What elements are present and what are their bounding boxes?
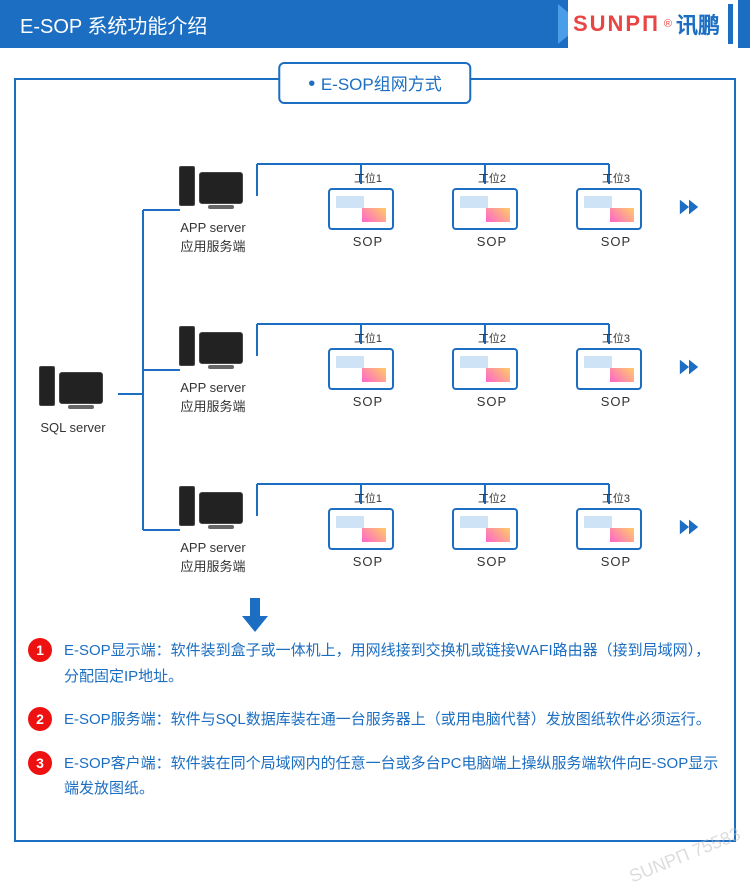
arrow-right-icon: [678, 196, 700, 218]
card-title: E-SOP组网方式: [278, 62, 471, 104]
sop-caption: SOP: [452, 554, 532, 569]
arrow-right-icon: [678, 516, 700, 538]
page-header: E-SOP 系统功能介绍 SUNPП ® 讯鹏: [0, 0, 750, 48]
description-list: 1 E-SOP显示端：软件装到盒子或一体机上，用网线接到交换机或链接WAFI路由…: [28, 638, 722, 802]
brand-block: SUNPП ® 讯鹏: [568, 0, 738, 48]
app-server: APP server 应用服务端: [178, 170, 248, 256]
arrow-right-icon: [678, 356, 700, 378]
sop-title: 工位1: [328, 330, 408, 346]
sop-caption: SOP: [576, 554, 656, 569]
sop-screen-icon: [452, 348, 518, 390]
sop-terminal: 工位2 SOP: [452, 170, 532, 249]
node-label-zh: 应用服务端: [180, 559, 245, 576]
pc-tower-icon: [179, 166, 195, 206]
sop-screen-icon: [328, 348, 394, 390]
sop-caption: SOP: [328, 234, 408, 249]
description-item: 1 E-SOP显示端：软件装到盒子或一体机上，用网线接到交换机或链接WAFI路由…: [28, 638, 722, 689]
sop-screen-icon: [576, 348, 642, 390]
sop-screen-icon: [576, 508, 642, 550]
sop-title: 工位2: [452, 170, 532, 186]
sop-title: 工位3: [576, 490, 656, 506]
node-label-zh: 应用服务端: [180, 239, 245, 256]
sop-terminal: 工位3 SOP: [576, 330, 656, 409]
node-label-en: APP server: [180, 220, 246, 237]
pc-tower-icon: [179, 486, 195, 526]
sql-server: SQL server: [38, 370, 108, 437]
brand-bar-icon: [728, 4, 733, 44]
pc-tower-icon: [179, 326, 195, 366]
app-server: APP server 应用服务端: [178, 330, 248, 416]
sop-screen-icon: [328, 508, 394, 550]
arrow-down-icon: [242, 598, 268, 632]
number-badge: 1: [28, 638, 52, 662]
sop-terminal: 工位2 SOP: [452, 490, 532, 569]
pc-tower-icon: [39, 366, 55, 406]
sop-caption: SOP: [328, 394, 408, 409]
sop-terminal: 工位3 SOP: [576, 170, 656, 249]
sop-screen-icon: [328, 188, 394, 230]
brand-reg-icon: ®: [664, 18, 672, 30]
description-item: 2 E-SOP服务端：软件与SQL数据库装在通一台服务器上（或用电脑代替）发放图…: [28, 707, 722, 733]
number-badge: 2: [28, 707, 52, 731]
sop-terminal: 工位3 SOP: [576, 490, 656, 569]
node-label-zh: 应用服务端: [180, 399, 245, 416]
description-text: E-SOP客户端：软件装在同个局域网内的任意一台或多台PC电脑端上操纵服务端软件…: [64, 751, 722, 802]
node-label-en: SQL server: [40, 420, 105, 437]
main-card: E-SOP组网方式 SQL server APP server 应用服务端 工位…: [14, 78, 736, 842]
network-diagram: SQL server APP server 应用服务端 工位1 SOP 工位2 …: [28, 130, 722, 630]
app-server: APP server 应用服务端: [178, 490, 248, 576]
sop-screen-icon: [576, 188, 642, 230]
sop-caption: SOP: [328, 554, 408, 569]
brand-zh: 讯鹏: [676, 8, 720, 40]
pc-monitor-icon: [59, 372, 103, 404]
sop-terminal: 工位1 SOP: [328, 170, 408, 249]
sop-caption: SOP: [576, 394, 656, 409]
description-text: E-SOP显示端：软件装到盒子或一体机上，用网线接到交换机或链接WAFI路由器（…: [64, 638, 722, 689]
sop-screen-icon: [452, 508, 518, 550]
node-label-en: APP server: [180, 380, 246, 397]
sop-title: 工位3: [576, 330, 656, 346]
sop-terminal: 工位2 SOP: [452, 330, 532, 409]
page-title: E-SOP 系统功能介绍: [0, 10, 207, 39]
sop-title: 工位2: [452, 490, 532, 506]
sop-title: 工位1: [328, 170, 408, 186]
sop-terminal: 工位1 SOP: [328, 490, 408, 569]
description-item: 3 E-SOP客户端：软件装在同个局域网内的任意一台或多台PC电脑端上操纵服务端…: [28, 751, 722, 802]
node-label-en: APP server: [180, 540, 246, 557]
sop-title: 工位1: [328, 490, 408, 506]
sop-terminal: 工位1 SOP: [328, 330, 408, 409]
sop-title: 工位2: [452, 330, 532, 346]
sop-caption: SOP: [452, 394, 532, 409]
pc-monitor-icon: [199, 332, 243, 364]
card-title-text: E-SOP组网方式: [321, 75, 442, 94]
number-badge: 3: [28, 751, 52, 775]
sop-caption: SOP: [452, 234, 532, 249]
sop-caption: SOP: [576, 234, 656, 249]
pc-monitor-icon: [199, 492, 243, 524]
description-text: E-SOP服务端：软件与SQL数据库装在通一台服务器上（或用电脑代替）发放图纸软…: [64, 707, 711, 733]
pc-monitor-icon: [199, 172, 243, 204]
sop-screen-icon: [452, 188, 518, 230]
brand-en: SUNPП: [573, 11, 660, 37]
sop-title: 工位3: [576, 170, 656, 186]
